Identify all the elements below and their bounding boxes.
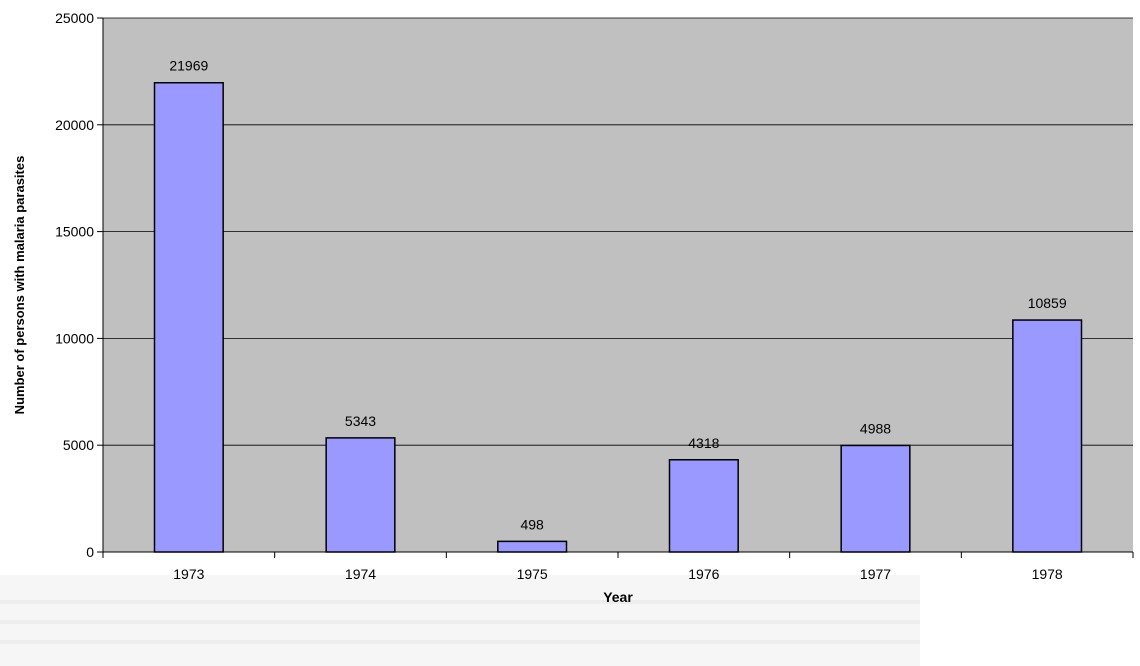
bar-1973: [153, 81, 224, 553]
y-tick-label: 0: [86, 544, 94, 560]
x-tick-label-1974: 1974: [345, 566, 376, 582]
data-label-1973: 21969: [169, 58, 208, 74]
bar-1978: [1012, 319, 1083, 553]
plot-area: [103, 18, 1133, 552]
y-tick-label: 10000: [55, 330, 94, 346]
data-label-1976: 4318: [688, 435, 719, 451]
x-tick-label-1973: 1973: [173, 566, 204, 582]
x-axis: 1973 1974 1975 1976 1977 1978: [102, 551, 1134, 582]
y-axis-title: Number of persons with malaria parasites: [12, 156, 27, 415]
data-label-1977: 4988: [860, 420, 891, 436]
x-tick-label-1977: 1977: [860, 566, 891, 582]
data-label-1978: 10859: [1028, 295, 1067, 311]
y-tick-label: 20000: [55, 117, 94, 133]
data-label-1974: 5343: [345, 413, 376, 429]
x-axis-title: Year: [603, 589, 633, 605]
x-tick-label-1976: 1976: [688, 566, 719, 582]
data-labels: 21969 5343 498 4318 4988 10859: [169, 58, 1066, 533]
watermark: [0, 575, 920, 666]
y-tick-label: 5000: [63, 437, 94, 453]
y-tick-label: 15000: [55, 224, 94, 240]
bar-1975: [497, 540, 568, 553]
bar-1977: [840, 444, 911, 553]
bars: [153, 81, 1083, 553]
y-tick-label: 25000: [55, 10, 94, 26]
y-axis: 0 5000 10000 15000 20000 25000: [55, 10, 104, 560]
bar-1976: [668, 459, 739, 553]
gridlines: [103, 17, 1133, 446]
bar-1974: [325, 437, 396, 553]
x-tick-label-1978: 1978: [1032, 566, 1063, 582]
data-label-1975: 498: [520, 516, 544, 532]
x-tick-label-1975: 1975: [517, 566, 548, 582]
